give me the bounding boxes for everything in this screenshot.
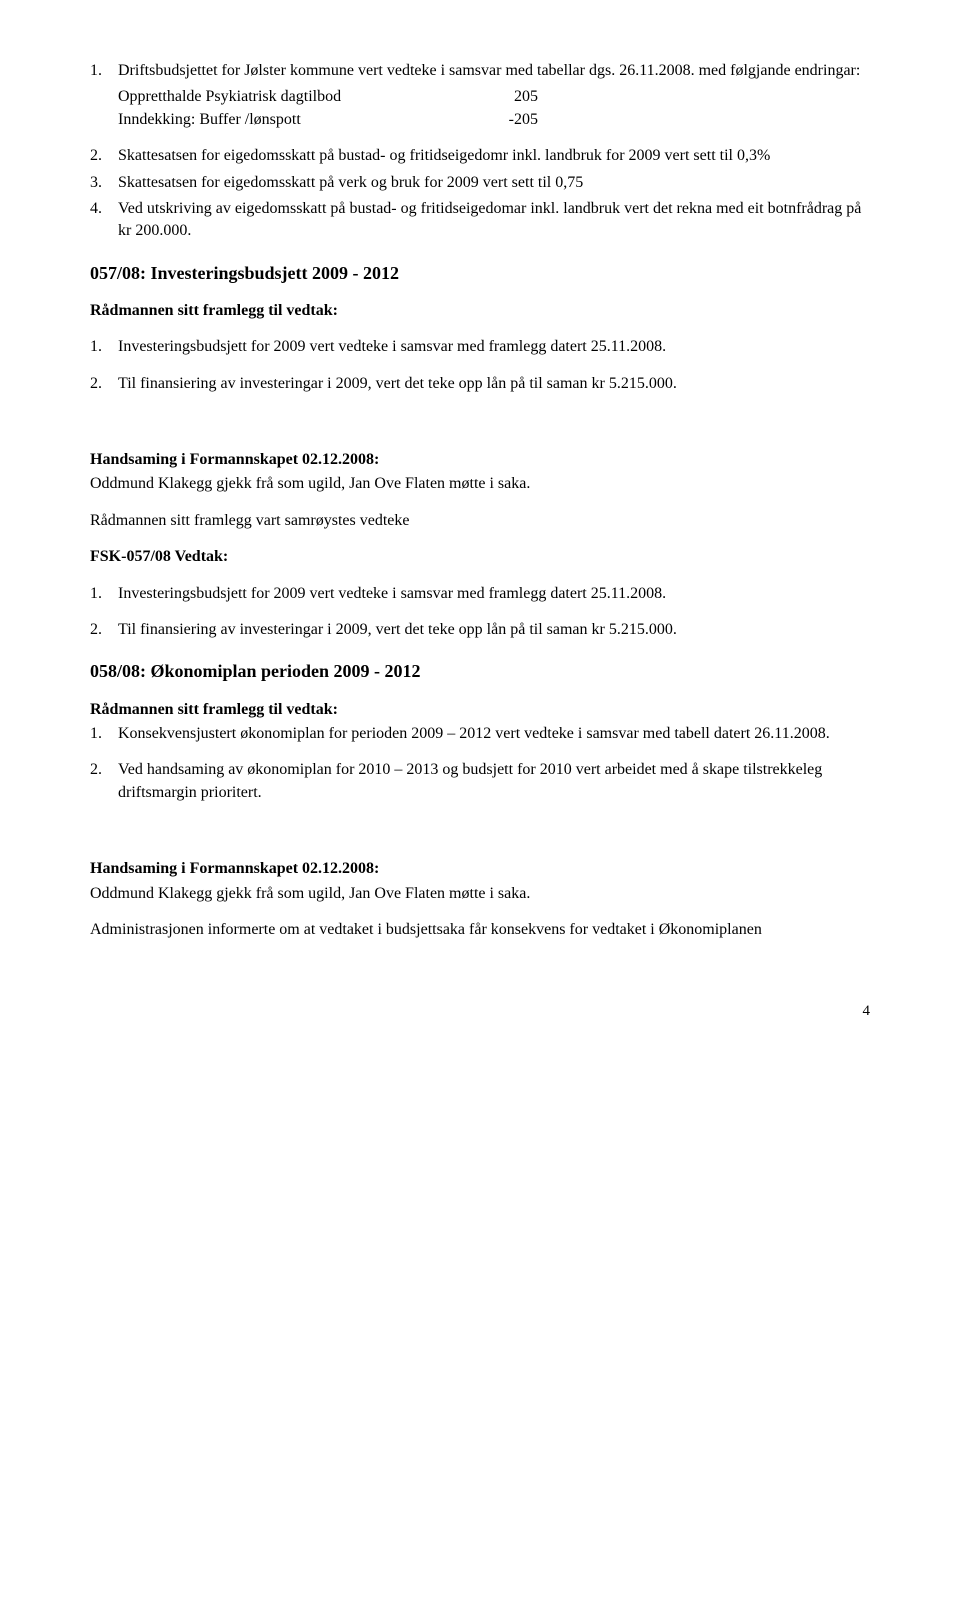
subtable-label: Inndekking: Buffer /lønspott bbox=[118, 109, 478, 131]
list-text: Til finansiering av investeringar i 2009… bbox=[118, 619, 870, 641]
framlegg-label: Rådmannen sitt framlegg til vedtak: bbox=[90, 699, 870, 721]
vedtak-list-057: 1. Investeringsbudsjett for 2009 vert ve… bbox=[90, 583, 870, 642]
subtable-block: Oppretthalde Psykiatrisk dagtilbod 205 I… bbox=[118, 86, 870, 131]
samroystes-text: Rådmannen sitt framlegg vart samrøystes … bbox=[90, 510, 870, 532]
framlegg-list-057: 1. Investeringsbudsjett for 2009 vert ve… bbox=[90, 336, 870, 395]
list-text: Konsekvensjustert økonomiplan for period… bbox=[118, 723, 870, 745]
list-item-3: 3. Skattesatsen for eigedomsskatt på ver… bbox=[90, 172, 870, 194]
section-heading-057: 057/08: Investeringsbudsjett 2009 - 2012 bbox=[90, 261, 870, 286]
list-number: 1. bbox=[90, 336, 118, 358]
list-text: Skattesatsen for eigedomsskatt på bustad… bbox=[118, 145, 870, 167]
list-item: 1. Investeringsbudsjett for 2009 vert ve… bbox=[90, 583, 870, 605]
subtable-row-1: Oppretthalde Psykiatrisk dagtilbod 205 bbox=[118, 86, 870, 108]
list-text: Skattesatsen for eigedomsskatt på verk o… bbox=[118, 172, 870, 194]
subtable-value: -205 bbox=[478, 109, 538, 131]
vedtak-label: FSK-057/08 Vedtak: bbox=[90, 546, 870, 568]
list-number: 2. bbox=[90, 145, 118, 167]
list-item: 2. Ved handsaming av økonomiplan for 201… bbox=[90, 759, 870, 804]
list-text: Til finansiering av investeringar i 2009… bbox=[118, 373, 870, 395]
subtable-value: 205 bbox=[478, 86, 538, 108]
spacer bbox=[90, 818, 870, 858]
list-item: 1. Konsekvensjustert økonomiplan for per… bbox=[90, 723, 870, 745]
list-item: 2. Til finansiering av investeringar i 2… bbox=[90, 373, 870, 395]
list-number: 2. bbox=[90, 373, 118, 395]
handsaming-label: Handsaming i Formannskapet 02.12.2008: bbox=[90, 449, 870, 471]
list-text: Ved utskriving av eigedomsskatt på busta… bbox=[118, 198, 870, 243]
list-item: 2. Til finansiering av investeringar i 2… bbox=[90, 619, 870, 641]
section-heading-058: 058/08: Økonomiplan perioden 2009 - 2012 bbox=[90, 659, 870, 684]
list-number: 1. bbox=[90, 723, 118, 745]
list-item-2: 2. Skattesatsen for eigedomsskatt på bus… bbox=[90, 145, 870, 167]
framlegg-list-058: 1. Konsekvensjustert økonomiplan for per… bbox=[90, 723, 870, 804]
list-item-4: 4. Ved utskriving av eigedomsskatt på bu… bbox=[90, 198, 870, 243]
list-item: 1. Investeringsbudsjett for 2009 vert ve… bbox=[90, 336, 870, 358]
list-number: 1. bbox=[90, 60, 118, 82]
spacer bbox=[90, 409, 870, 449]
subtable-row-2: Inndekking: Buffer /lønspott -205 bbox=[118, 109, 870, 131]
list-number: 2. bbox=[90, 759, 118, 804]
list-text: Ved handsaming av økonomiplan for 2010 –… bbox=[118, 759, 870, 804]
list-text: Investeringsbudsjett for 2009 vert vedte… bbox=[118, 336, 870, 358]
page-number: 4 bbox=[90, 1001, 870, 1022]
list-item-1: 1. Driftsbudsjettet for Jølster kommune … bbox=[90, 60, 870, 82]
subtable-label: Oppretthalde Psykiatrisk dagtilbod bbox=[118, 86, 478, 108]
list-text: Investeringsbudsjett for 2009 vert vedte… bbox=[118, 583, 870, 605]
list-number: 3. bbox=[90, 172, 118, 194]
handsaming-label: Handsaming i Formannskapet 02.12.2008: bbox=[90, 858, 870, 880]
list-number: 4. bbox=[90, 198, 118, 243]
admin-text: Administrasjonen informerte om at vedtak… bbox=[90, 919, 870, 941]
framlegg-label: Rådmannen sitt framlegg til vedtak: bbox=[90, 300, 870, 322]
list-text: Driftsbudsjettet for Jølster kommune ver… bbox=[118, 60, 870, 82]
handsaming-text: Oddmund Klakegg gjekk frå som ugild, Jan… bbox=[90, 473, 870, 495]
list-number: 2. bbox=[90, 619, 118, 641]
handsaming-text: Oddmund Klakegg gjekk frå som ugild, Jan… bbox=[90, 883, 870, 905]
list-number: 1. bbox=[90, 583, 118, 605]
